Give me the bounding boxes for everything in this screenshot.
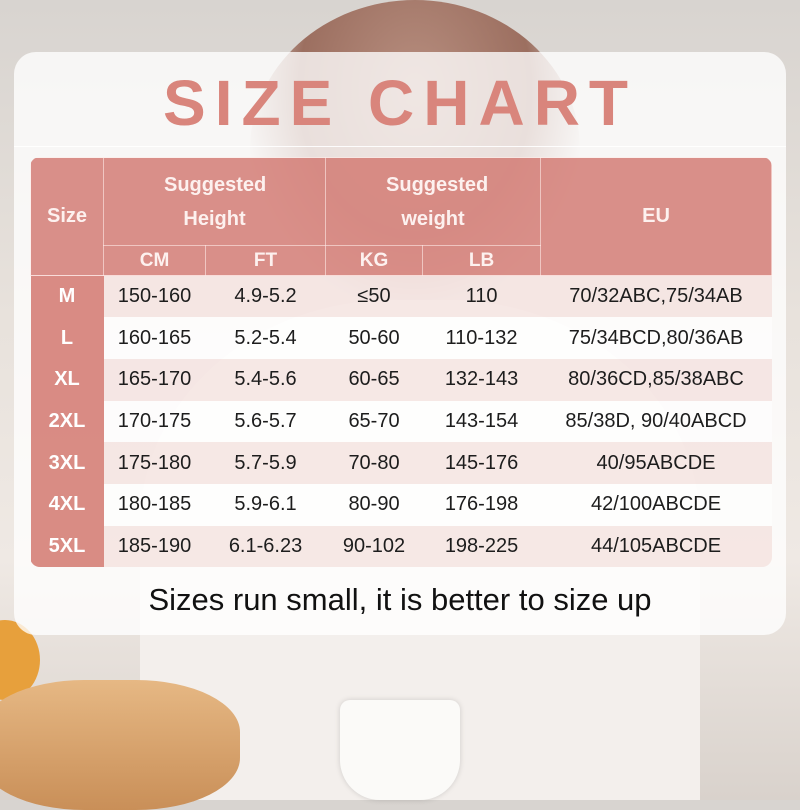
- cell-size: 2XL: [30, 400, 104, 443]
- cell-eu: 70/32ABC,75/34AB: [540, 275, 772, 318]
- table-row: 2XL 170-175 5.6-5.7 65-70 143-154 85/38D, 90/…: [30, 400, 772, 443]
- cell-eu: 85/38D, 90/40ABCD: [540, 400, 772, 443]
- table-row: 3XL 175-180 5.7-5.9 70-80 145-176 40/95ABCDE: [30, 442, 772, 484]
- cell-size: L: [30, 317, 104, 359]
- cell-kg: 80-90: [325, 483, 423, 526]
- page-title: SIZE CHART: [163, 67, 637, 139]
- bread: [0, 680, 240, 810]
- cell-lb: 198-225: [422, 525, 541, 568]
- cell-lb: 132-143: [422, 358, 541, 401]
- header-size: Size: [30, 157, 104, 276]
- table-row: M 150-160 4.9-5.2 ≤50 110 70/32ABC,75/34AB: [30, 275, 772, 318]
- cell-cm: 150-160: [103, 275, 206, 318]
- cell-kg: 50-60: [325, 317, 423, 359]
- cell-ft: 5.7-5.9: [205, 442, 326, 484]
- cell-cm: 160-165: [103, 317, 206, 359]
- cell-ft: 5.9-6.1: [205, 483, 326, 526]
- header-weight: Suggested weight: [325, 157, 542, 246]
- cell-size: M: [30, 275, 104, 318]
- header-height: Suggested Height: [102, 157, 327, 246]
- cell-lb: 110: [422, 275, 541, 318]
- cell-size: 4XL: [30, 483, 104, 526]
- table-row: 4XL 180-185 5.9-6.1 80-90 176-198 42/100ABCDE: [30, 483, 772, 526]
- cell-lb: 145-176: [422, 442, 541, 484]
- cell-eu: 80/36CD,85/38ABC: [540, 358, 772, 401]
- cell-lb: 110-132: [422, 317, 541, 359]
- cell-eu: 42/100ABCDE: [540, 483, 772, 526]
- divider: [14, 146, 786, 147]
- size-table: Size Suggested Height Suggested weight E…: [30, 157, 772, 568]
- table-row: XL 165-170 5.4-5.6 60-65 132-143 80/36CD,85/3…: [30, 358, 772, 401]
- cell-kg: 90-102: [325, 525, 423, 568]
- cell-cm: 180-185: [103, 483, 206, 526]
- cell-cm: 185-190: [103, 525, 206, 568]
- cell-eu: 44/105ABCDE: [540, 525, 772, 568]
- header-lb: LB: [422, 245, 542, 276]
- cell-kg: 70-80: [325, 442, 423, 484]
- cell-kg: 60-65: [325, 358, 423, 401]
- header-kg: KG: [325, 245, 424, 276]
- cell-ft: 5.6-5.7: [205, 400, 326, 443]
- cell-ft: 5.4-5.6: [205, 358, 326, 401]
- header-ft: FT: [204, 245, 327, 276]
- cell-ft: 6.1-6.23: [205, 525, 326, 568]
- table-row: L 160-165 5.2-5.4 50-60 110-132 75/34BCD,80/3…: [30, 317, 772, 359]
- cell-size: 5XL: [30, 525, 104, 568]
- cell-cm: 165-170: [103, 358, 206, 401]
- table-row: 5XL 185-190 6.1-6.23 90-102 198-225 44/105ABC…: [30, 525, 772, 568]
- cell-size: 3XL: [30, 442, 104, 484]
- cell-ft: 4.9-5.2: [205, 275, 326, 318]
- cell-size: XL: [30, 358, 104, 401]
- header-cm: CM: [103, 245, 206, 276]
- cell-kg: ≤50: [325, 275, 423, 318]
- sizing-note: Sizes run small, it is better to size up: [148, 582, 652, 617]
- cell-lb: 176-198: [422, 483, 541, 526]
- cell-kg: 65-70: [325, 400, 423, 443]
- cell-cm: 170-175: [103, 400, 206, 443]
- header-eu: EU: [540, 157, 772, 276]
- coffee-cup: [340, 700, 460, 800]
- cell-ft: 5.2-5.4: [205, 317, 326, 359]
- cell-eu: 40/95ABCDE: [540, 442, 772, 484]
- cell-cm: 175-180: [103, 442, 206, 484]
- cell-eu: 75/34BCD,80/36AB: [540, 317, 772, 359]
- cell-lb: 143-154: [422, 400, 541, 443]
